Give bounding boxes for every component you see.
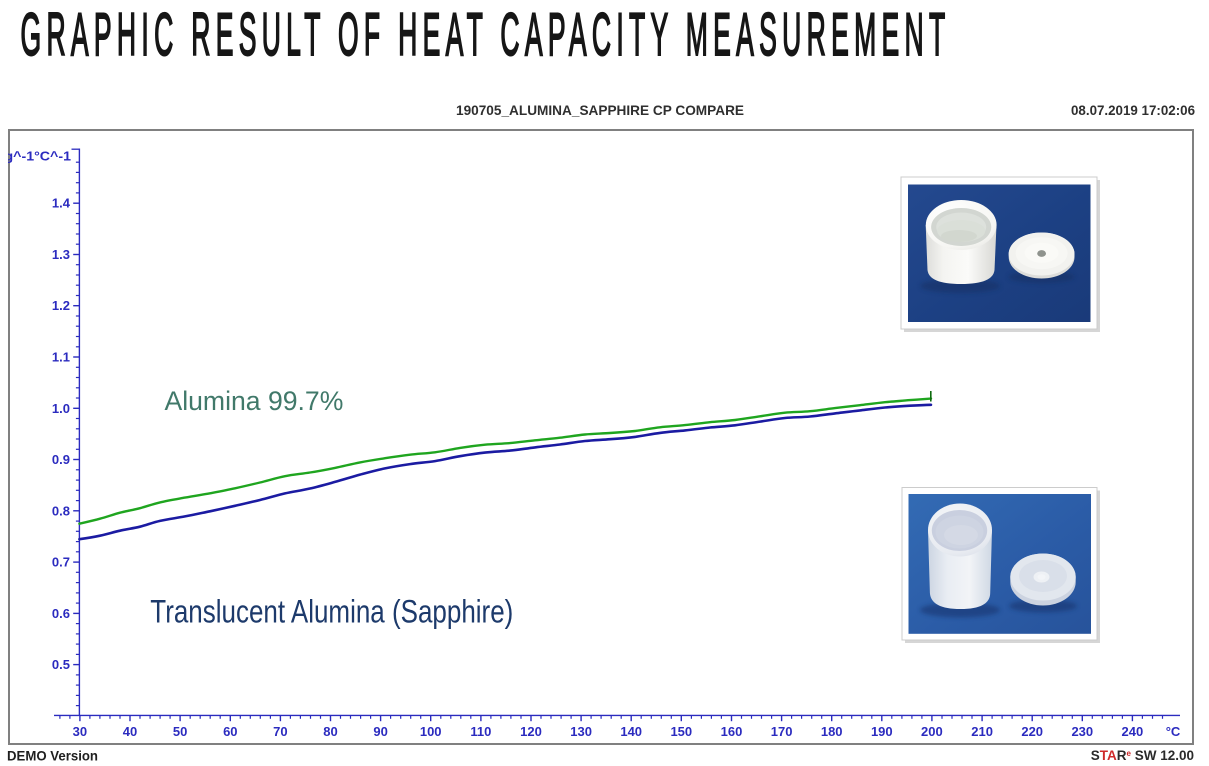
svg-text:30: 30 bbox=[73, 724, 87, 739]
svg-text:190705_ALUMINA_SAPPHIRE CP COM: 190705_ALUMINA_SAPPHIRE CP COMPARE bbox=[456, 102, 744, 118]
svg-text:160: 160 bbox=[721, 724, 743, 739]
svg-text:Translucent Alumina (Sapphire): Translucent Alumina (Sapphire) bbox=[150, 593, 513, 629]
svg-text:0.7: 0.7 bbox=[52, 555, 70, 570]
svg-text:1.3: 1.3 bbox=[52, 247, 70, 262]
svg-text:40: 40 bbox=[123, 724, 137, 739]
svg-text:g^-1°C^-1: g^-1°C^-1 bbox=[5, 149, 72, 164]
svg-text:180: 180 bbox=[821, 724, 843, 739]
svg-text:190: 190 bbox=[871, 724, 893, 739]
svg-text:80: 80 bbox=[323, 724, 337, 739]
svg-text:200: 200 bbox=[921, 724, 943, 739]
svg-text:120: 120 bbox=[520, 724, 542, 739]
svg-text:130: 130 bbox=[570, 724, 592, 739]
svg-text:DEMO Version: DEMO Version bbox=[7, 749, 98, 764]
svg-text:1.0: 1.0 bbox=[52, 401, 70, 416]
svg-text:70: 70 bbox=[273, 724, 287, 739]
svg-text:210: 210 bbox=[971, 724, 993, 739]
svg-text:90: 90 bbox=[373, 724, 387, 739]
svg-text:100: 100 bbox=[420, 724, 442, 739]
svg-text:0.5: 0.5 bbox=[52, 657, 70, 672]
svg-text:1.2: 1.2 bbox=[52, 298, 70, 313]
svg-text:GRAPHIC RESULT OF HEAT CAPACIT: GRAPHIC RESULT OF HEAT CAPACITY MEASUREM… bbox=[21, 1, 951, 68]
svg-text:150: 150 bbox=[670, 724, 692, 739]
svg-text:60: 60 bbox=[223, 724, 237, 739]
svg-text:0.6: 0.6 bbox=[52, 606, 70, 621]
svg-text:230: 230 bbox=[1071, 724, 1093, 739]
svg-text:240: 240 bbox=[1122, 724, 1144, 739]
svg-text:1.4: 1.4 bbox=[52, 196, 71, 211]
svg-text:170: 170 bbox=[771, 724, 793, 739]
svg-text:220: 220 bbox=[1021, 724, 1043, 739]
svg-text:50: 50 bbox=[173, 724, 187, 739]
svg-text:08.07.2019 17:02:06: 08.07.2019 17:02:06 bbox=[1071, 102, 1195, 118]
svg-text:°C: °C bbox=[1166, 724, 1181, 739]
svg-text:Alumina 99.7%: Alumina 99.7% bbox=[165, 386, 344, 416]
svg-text:140: 140 bbox=[620, 724, 642, 739]
svg-text:STARe SW 12.00: STARe SW 12.00 bbox=[1091, 748, 1194, 763]
svg-text:110: 110 bbox=[470, 724, 491, 739]
svg-text:0.9: 0.9 bbox=[52, 452, 70, 467]
svg-text:0.8: 0.8 bbox=[52, 503, 70, 518]
svg-text:1.1: 1.1 bbox=[52, 350, 70, 365]
